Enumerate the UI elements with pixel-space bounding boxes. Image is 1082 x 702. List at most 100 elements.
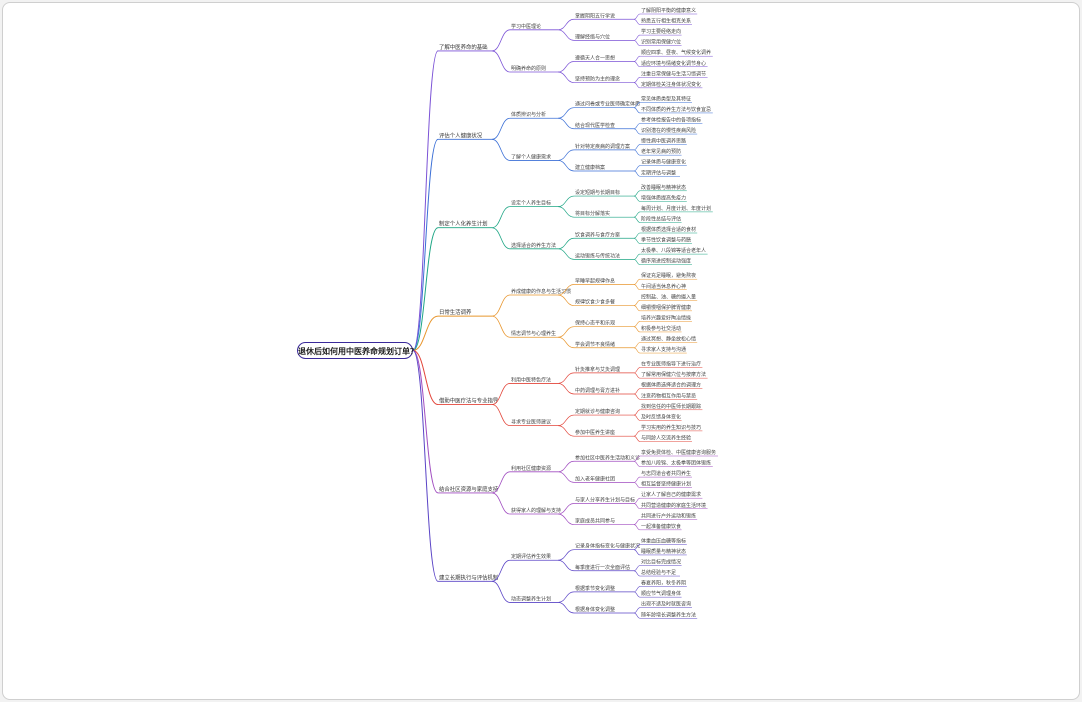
topic-level1[interactable]: 制定个人化养生计划 bbox=[439, 220, 488, 228]
topic-leaf[interactable]: 午间适当休息养心神 bbox=[641, 283, 686, 290]
topic-level2[interactable]: 体质辨识与分析 bbox=[511, 111, 546, 118]
topic-leaf[interactable]: 参考体检报告中的各项指标 bbox=[641, 117, 701, 124]
topic-leaf[interactable]: 注意药物相互作用与禁忌 bbox=[641, 392, 696, 399]
topic-level3[interactable]: 根据季节变化调整 bbox=[575, 585, 615, 592]
topic-leaf[interactable]: 顺应节气调理身体 bbox=[641, 590, 681, 597]
topic-level1[interactable]: 评估个人健康状况 bbox=[439, 131, 483, 139]
topic-leaf[interactable]: 老年常见病的预防 bbox=[641, 148, 681, 155]
topic-leaf[interactable]: 睡眠质量与精神状态 bbox=[641, 548, 686, 555]
topic-leaf[interactable]: 学习主要经络走向 bbox=[641, 28, 681, 35]
topic-level3[interactable]: 坚持预防为主的理念 bbox=[575, 76, 620, 83]
topic-level2[interactable]: 利用中医特色疗法 bbox=[511, 376, 551, 383]
topic-level3[interactable]: 掌握阴阳五行学说 bbox=[575, 12, 615, 19]
topic-level3[interactable]: 根据身体变化调整 bbox=[575, 606, 615, 613]
topic-leaf[interactable]: 随年龄增长调整养生方法 bbox=[641, 611, 696, 618]
topic-level1[interactable]: 日常生活调养 bbox=[439, 308, 472, 316]
topic-leaf[interactable]: 识别常用保健穴位 bbox=[641, 39, 681, 46]
topic-leaf[interactable]: 适应环境与情绪变化调节身心 bbox=[641, 60, 706, 67]
topic-level3[interactable]: 运动锻炼与传统功法 bbox=[575, 252, 620, 259]
topic-leaf[interactable]: 每周计划、月度计划、年度计划 bbox=[641, 205, 711, 212]
topic-leaf[interactable]: 与志同道合者共同养生 bbox=[641, 470, 691, 477]
topic-leaf[interactable]: 熟悉五行相生相克关系 bbox=[641, 18, 691, 25]
topic-level3[interactable]: 理解经络与穴位 bbox=[575, 33, 610, 40]
topic-level3[interactable]: 参加社区中医养生活动和义诊 bbox=[575, 454, 640, 461]
topic-leaf[interactable]: 顺应四季、昼夜、气候变化调养 bbox=[641, 49, 711, 56]
topic-leaf[interactable]: 定期评估与调整 bbox=[641, 169, 676, 176]
topic-level3[interactable]: 早睡早起规律作息 bbox=[575, 277, 615, 284]
topic-leaf[interactable]: 参加八段锦、太极拳等团体锻炼 bbox=[641, 460, 711, 467]
topic-leaf[interactable]: 共同进行户外运动和锻炼 bbox=[641, 512, 696, 519]
topic-level1[interactable]: 建立长期执行与评估机制 bbox=[439, 573, 498, 581]
topic-leaf[interactable]: 了解常用保健穴位与按摩方法 bbox=[641, 371, 706, 378]
topic-level3[interactable]: 参加中医养生讲座 bbox=[575, 429, 615, 436]
topic-level2[interactable]: 了解个人健康需求 bbox=[511, 153, 551, 160]
topic-level2[interactable]: 设定个人养生目标 bbox=[511, 200, 551, 207]
topic-level3[interactable]: 定期就诊与健康咨询 bbox=[575, 408, 620, 415]
topic-leaf[interactable]: 改善睡眠与精神状态 bbox=[641, 184, 686, 191]
topic-leaf[interactable]: 一起准备健康饮食 bbox=[641, 523, 681, 530]
topic-level3[interactable]: 学会调节不良情绪 bbox=[575, 341, 615, 348]
topic-leaf[interactable]: 体重血压血糖等指标 bbox=[641, 537, 686, 544]
topic-level1[interactable]: 借助中医疗法与专业指导 bbox=[439, 397, 499, 405]
topic-level3[interactable]: 设定短期与长期目标 bbox=[575, 189, 620, 196]
topic-leaf[interactable]: 阶段性总结与评估 bbox=[641, 215, 681, 222]
topic-leaf[interactable]: 让家人了解自己的健康需求 bbox=[641, 491, 701, 498]
topic-leaf[interactable]: 循序渐进控制运动强度 bbox=[641, 258, 691, 265]
topic-leaf[interactable]: 保证充足睡眠，避免熬夜 bbox=[641, 272, 696, 279]
topic-leaf[interactable]: 享受免费体检、中医健康咨询服务 bbox=[641, 449, 716, 456]
topic-leaf[interactable]: 不同体质的养生方法与饮食宜忌 bbox=[641, 106, 711, 113]
topic-level3[interactable]: 保持心态平和乐观 bbox=[575, 320, 615, 327]
topic-level2[interactable]: 明确养命的原则 bbox=[511, 65, 546, 72]
topic-level3[interactable]: 加入老年健康社团 bbox=[575, 475, 615, 482]
topic-level2[interactable]: 寻求专业医师建议 bbox=[511, 419, 551, 426]
topic-leaf[interactable]: 共同营造健康的家庭生活环境 bbox=[641, 502, 706, 509]
topic-leaf[interactable]: 积极参与社交活动 bbox=[641, 325, 681, 332]
topic-level3[interactable]: 家庭成员共同参与 bbox=[575, 518, 615, 525]
topic-level3[interactable]: 饮食调养与食疗方案 bbox=[575, 231, 620, 238]
topic-level3[interactable]: 建立健康档案 bbox=[575, 164, 605, 171]
topic-level2[interactable]: 情志调节与心理养生 bbox=[511, 330, 556, 337]
topic-level3[interactable]: 中药调理与膏方进补 bbox=[575, 387, 620, 394]
topic-level2[interactable]: 定期评估养生效果 bbox=[511, 553, 551, 560]
topic-leaf[interactable]: 出现不适及时就医咨询 bbox=[641, 601, 691, 608]
topic-leaf[interactable]: 增强体质提高免疫力 bbox=[641, 194, 686, 201]
topic-level3[interactable]: 针对特定疾病的调理方案 bbox=[575, 143, 630, 150]
topic-leaf[interactable]: 学习实用的养生知识与技巧 bbox=[641, 424, 701, 431]
topic-level1[interactable]: 了解中医养命的基础 bbox=[439, 43, 488, 51]
topic-leaf[interactable]: 注重日常保健与生活习惯调节 bbox=[641, 70, 706, 77]
topic-level2[interactable]: 选择适合的养生方法 bbox=[511, 242, 556, 249]
topic-level3[interactable]: 每季度进行一次全面评估 bbox=[575, 564, 630, 571]
topic-level2[interactable]: 养成健康的作息与生活习惯 bbox=[511, 288, 571, 295]
topic-leaf[interactable]: 识别潜在的慢性疾病风险 bbox=[641, 127, 696, 134]
topic-leaf[interactable]: 对比目标完成情况 bbox=[641, 559, 681, 566]
topic-level3[interactable]: 遵循天人合一思想 bbox=[575, 54, 615, 61]
topic-leaf[interactable]: 通过冥想、静坐放松心情 bbox=[641, 336, 696, 343]
topic-leaf[interactable]: 根据体质选择合适的食材 bbox=[641, 226, 696, 233]
topic-leaf[interactable]: 控制盐、油、糖的摄入量 bbox=[641, 293, 696, 300]
topic-leaf[interactable]: 定期体检关注身体状况变化 bbox=[641, 81, 701, 88]
topic-level3[interactable]: 将目标分解落实 bbox=[575, 210, 610, 217]
topic-leaf[interactable]: 根据体质选择适合的调理方 bbox=[641, 382, 701, 389]
topic-level2[interactable]: 利用社区健康资源 bbox=[511, 465, 551, 472]
topic-level2[interactable]: 动态调整养生计划 bbox=[511, 595, 551, 602]
topic-level3[interactable]: 与家人分享养生计划与目标 bbox=[575, 496, 635, 503]
topic-level3[interactable]: 结合现代医学检查 bbox=[575, 122, 615, 129]
topic-level2[interactable]: 学习中医理论 bbox=[511, 23, 541, 30]
topic-level3[interactable]: 规律饮食少食多餐 bbox=[575, 299, 615, 306]
topic-leaf[interactable]: 与同龄人交流养生经验 bbox=[641, 434, 691, 441]
topic-leaf[interactable]: 相互监督坚持健康计划 bbox=[641, 481, 691, 488]
root-topic[interactable]: 退休后如何用中医养命规划订单？ bbox=[297, 342, 418, 359]
topic-leaf[interactable]: 总结经验与不足 bbox=[641, 569, 676, 576]
topic-leaf[interactable]: 季节性饮食调整与药膳 bbox=[641, 237, 691, 244]
topic-leaf[interactable]: 在专业医师指导下进行治疗 bbox=[641, 361, 701, 368]
topic-leaf[interactable]: 及时反馈身体变化 bbox=[641, 413, 681, 420]
topic-leaf[interactable]: 细嚼慢咽保护脾胃健康 bbox=[641, 304, 691, 311]
topic-leaf[interactable]: 记录体质与健康变化 bbox=[641, 159, 686, 166]
topic-leaf[interactable]: 慢性病中医调养思路 bbox=[641, 138, 686, 145]
topic-leaf[interactable]: 春夏养阳，秋冬养阴 bbox=[641, 580, 686, 587]
topic-leaf[interactable]: 太极拳、八段锦等适合老年人 bbox=[641, 247, 706, 254]
topic-level3[interactable]: 通过问卷或专业医师确定体质 bbox=[575, 101, 640, 108]
topic-leaf[interactable]: 了解阴阳平衡的健康意义 bbox=[641, 7, 696, 14]
topic-leaf[interactable]: 培养兴趣爱好陶冶情操 bbox=[641, 314, 691, 321]
